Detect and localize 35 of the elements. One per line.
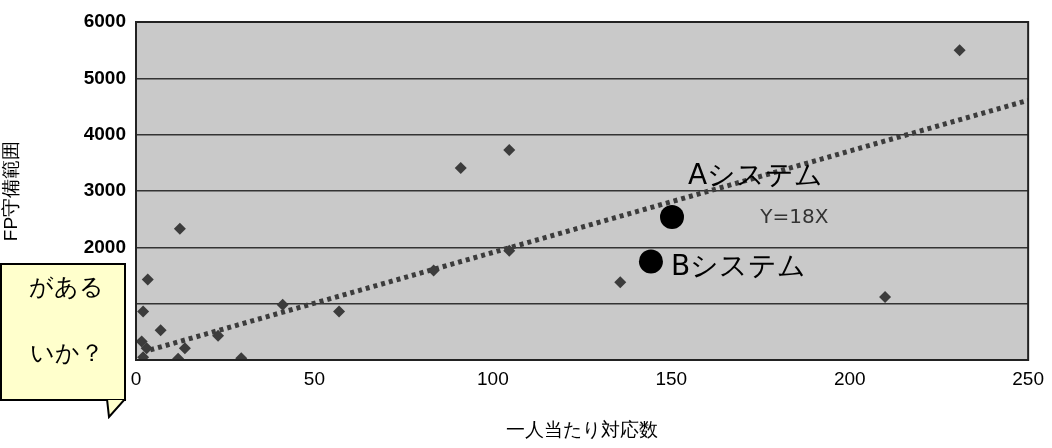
point	[212, 329, 225, 342]
y-axis-title: FP守備範囲	[0, 140, 21, 242]
y-tick-label: 2000	[83, 235, 126, 257]
point	[141, 273, 154, 286]
point	[136, 335, 148, 348]
point	[953, 44, 966, 57]
x-tick-label: 200	[833, 367, 866, 389]
point	[503, 244, 516, 257]
x-tick-label: 100	[477, 367, 509, 389]
point	[137, 305, 150, 318]
x-tick-label: 0	[130, 367, 142, 389]
point	[879, 290, 892, 303]
callout-box: がある いか？	[0, 263, 126, 401]
point	[660, 204, 684, 229]
x-axis-title: 一人当たり対応数	[506, 418, 659, 440]
y-tick-label: 3000	[83, 179, 126, 201]
point	[173, 222, 186, 235]
y-tick-label: 5000	[83, 66, 126, 88]
x-tick-label: 50	[303, 367, 325, 389]
y-tick-label: 4000	[83, 122, 126, 144]
x-tick-label: 250	[1012, 367, 1044, 389]
series-label: Aシステム	[688, 158, 824, 192]
point	[276, 298, 289, 311]
point	[154, 324, 167, 337]
point	[140, 342, 153, 355]
series-label: Bシステム	[670, 248, 807, 282]
point	[454, 161, 467, 174]
point	[503, 143, 516, 156]
x-tick-label: 150	[655, 367, 688, 389]
series-label: Y=18X	[759, 204, 829, 229]
point	[614, 276, 627, 289]
point	[333, 305, 346, 318]
point	[638, 249, 663, 274]
y-tick-label: 6000	[83, 10, 126, 32]
point	[178, 342, 191, 355]
